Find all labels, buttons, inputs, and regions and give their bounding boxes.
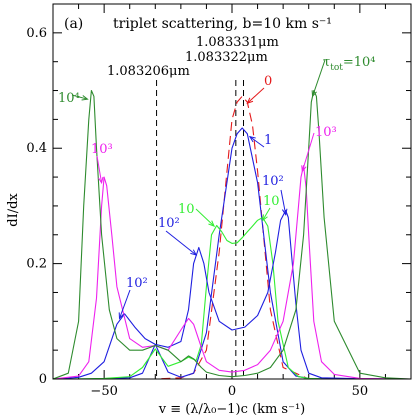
annotation-arrowhead-5 [281,208,288,216]
annotation-arrowhead-7 [118,312,124,320]
annotation-arrowhead-2 [81,95,89,101]
annotation-10-left: 10 [178,202,195,217]
annotation-arrow-5 [280,189,287,215]
annotation-arrow-8 [195,208,215,227]
curve-labels: τtot=10⁴ 0 1 10⁴ 10³ 10³ 10² 10² 10² 10 … [58,55,376,291]
x-tick-label: 0 [228,384,236,399]
annotation-1: 1 [264,133,272,148]
annotation-arrows [71,59,326,320]
annotation-arrowhead-0 [246,97,254,105]
annotation-arrow-2 [71,94,88,100]
x-tick-label: −50 [90,384,117,399]
series-tau-10 [65,216,411,379]
annotation-10-2-left: 10² [126,276,148,291]
series-tau-0 [91,95,360,379]
annotation-arrow-6 [165,230,197,256]
annotation-arrow-10 [312,59,326,97]
annotation-arrowhead-9 [262,214,268,222]
plot-curves [53,89,411,379]
y-tick-label: 0 [39,372,47,387]
x-axis-label: v ≡ (λ/λ₀−1)c (km s⁻¹) [158,402,306,417]
y-tick-label: 0.2 [26,257,47,272]
plot-frame [52,3,412,380]
series-tau-100 [58,209,411,379]
annotation-arrow-3 [96,155,103,183]
annotation-10-2-right: 10² [262,174,284,189]
annotation-arrow-9 [262,207,271,221]
x-tick-label: 50 [352,384,369,399]
tick-labels: −50 0 50 0 0.2 0.4 0.6 [26,26,368,399]
y-tick-label: 0.4 [26,141,47,156]
annotation-10-right: 10 [263,194,280,209]
annotation-arrowhead-10 [311,90,317,98]
annotation-10-2-middle: 10² [158,216,180,231]
annotation-arrowhead-4 [301,165,307,173]
annotation-10-4-left: 10⁴ [58,91,80,106]
panel-label: (a) [64,16,83,32]
annotation-arrow-7 [119,289,131,319]
refline-label-1083322: 1.083322μm [185,50,268,65]
annotation-arrowhead-8 [208,220,216,227]
annotation-arrowhead-3 [97,176,104,185]
series-tau-1000 [53,164,411,379]
annotation-10-3-right: 10³ [315,125,337,140]
refline-label-1083331: 1.083331μm [196,35,279,50]
y-axis-label: dI/dx [6,193,21,227]
y-tick-label: 0.6 [26,26,47,41]
annotation-arrow-0 [247,87,265,104]
annotation-arrow-4 [301,132,315,172]
annotation-10-3-left: 10³ [91,142,113,157]
annotation-tau-tot: τtot=10⁴ [323,55,376,73]
annotation-0: 0 [264,74,272,89]
series-tau-10000 [53,89,411,379]
annotation-arrowhead-1 [248,135,256,143]
annotation-arrowhead-6 [190,249,198,256]
series-tau-1 [91,127,360,379]
annotation-arrow-1 [249,136,265,148]
chart-title: triplet scattering, b=10 km s⁻¹ [113,16,332,32]
refline-label-1083206: 1.083206μm [107,64,190,79]
